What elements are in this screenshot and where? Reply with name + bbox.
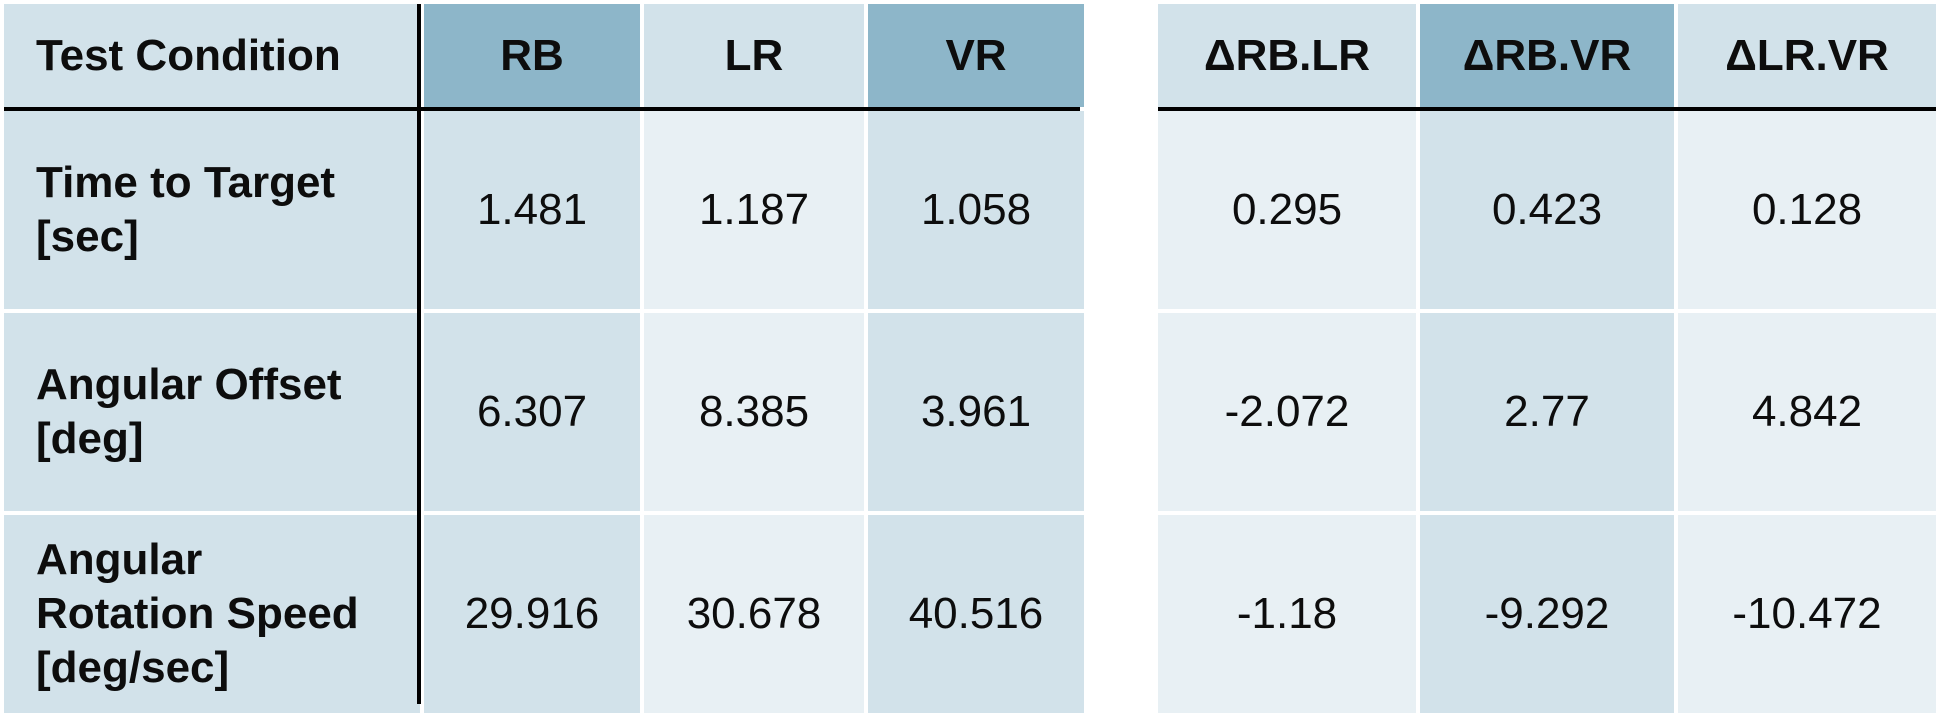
header-test-condition: Test Condition [4,4,420,107]
header-delta-lr-vr: ΔLR.VR [1678,4,1936,107]
cell-time-rb: 1.481 [424,111,640,309]
differences-table: ΔRB.LR ΔRB.VR ΔLR.VR 0.295 0.423 0.128 -… [1158,4,1936,713]
cell-speed-vr: 40.516 [868,515,1084,713]
header-delta-rb-vr: ΔRB.VR [1420,4,1674,107]
cell-speed-delta-lr-vr: -10.472 [1678,515,1936,713]
header-rule-left [4,107,1080,111]
row-label-rotation-speed: Angular Rotation Speed [deg/sec] [4,515,420,713]
cell-speed-delta-rb-vr: -9.292 [1420,515,1674,713]
header-rb: RB [424,4,640,107]
cell-speed-lr: 30.678 [644,515,864,713]
cell-offset-delta-lr-vr: 4.842 [1678,313,1936,511]
cell-time-delta-rb-vr: 0.423 [1420,111,1674,309]
cell-offset-rb: 6.307 [424,313,640,511]
cell-time-delta-lr-vr: 0.128 [1678,111,1936,309]
cell-time-vr: 1.058 [868,111,1084,309]
cell-time-lr: 1.187 [644,111,864,309]
header-vr: VR [868,4,1084,107]
cell-offset-delta-rb-vr: 2.77 [1420,313,1674,511]
cell-speed-delta-rb-lr: -1.18 [1158,515,1416,713]
cell-offset-lr: 8.385 [644,313,864,511]
header-lr: LR [644,4,864,107]
header-rule-right [1158,107,1936,111]
cell-offset-vr: 3.961 [868,313,1084,511]
cell-time-delta-rb-lr: 0.295 [1158,111,1416,309]
row-label-time-to-target: Time to Target [sec] [4,111,420,309]
column-divider-rule [417,4,421,704]
header-delta-rb-lr: ΔRB.LR [1158,4,1416,107]
row-label-angular-offset: Angular Offset [deg] [4,313,420,511]
cell-offset-delta-rb-lr: -2.072 [1158,313,1416,511]
cell-speed-rb: 29.916 [424,515,640,713]
results-table: Test Condition RB LR VR Time to Target [… [4,4,1084,713]
